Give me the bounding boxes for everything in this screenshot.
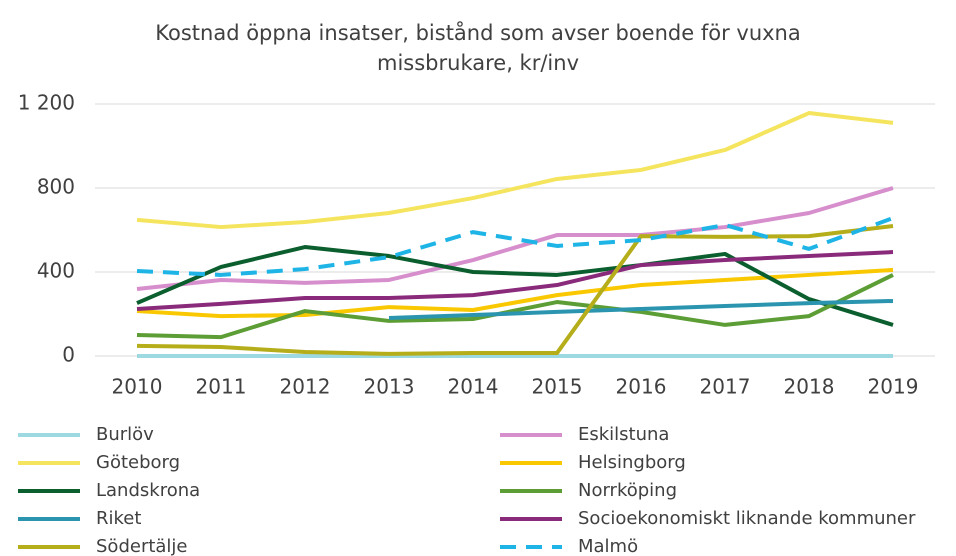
x-tick-label: 2019 — [868, 375, 919, 399]
x-tick-label: 2012 — [280, 375, 331, 399]
legend-label: Riket — [96, 508, 141, 529]
x-tick-label: 2011 — [196, 375, 247, 399]
x-tick-label: 2013 — [364, 375, 415, 399]
y-tick-label: 800 — [37, 175, 75, 199]
line-series — [136, 250, 894, 311]
line-series — [136, 216, 894, 277]
legend-label: Landskrona — [96, 480, 200, 501]
legend-label: Burlöv — [96, 424, 154, 445]
line-series — [136, 111, 894, 230]
legend-label: Göteborg — [96, 452, 180, 473]
x-tick-label: 2017 — [700, 375, 751, 399]
line-series — [388, 298, 894, 320]
x-tick-label: 2015 — [532, 375, 583, 399]
y-tick-label: 1 200 — [18, 91, 75, 115]
legend-label: Eskilstuna — [578, 424, 669, 445]
legend-label: Helsingborg — [578, 452, 686, 473]
x-tick-label: 2014 — [448, 375, 499, 399]
chart-title: Kostnad öppna insatser, bistånd som avse… — [155, 21, 801, 75]
x-tick-label: 2018 — [784, 375, 835, 399]
line-series — [136, 273, 894, 340]
y-tick-label: 400 — [37, 259, 75, 283]
legend-label: Södertälje — [96, 536, 188, 556]
x-tick-label: 2010 — [112, 375, 163, 399]
line-series — [136, 245, 894, 327]
line-series — [136, 186, 894, 291]
legend-label: Norrköping — [578, 480, 677, 501]
y-tick-label: 0 — [62, 343, 75, 367]
x-tick-label: 2016 — [616, 375, 667, 399]
legend-label: Socioekonomiskt liknande kommuner — [578, 508, 916, 529]
legend-label: Malmö — [578, 536, 638, 556]
